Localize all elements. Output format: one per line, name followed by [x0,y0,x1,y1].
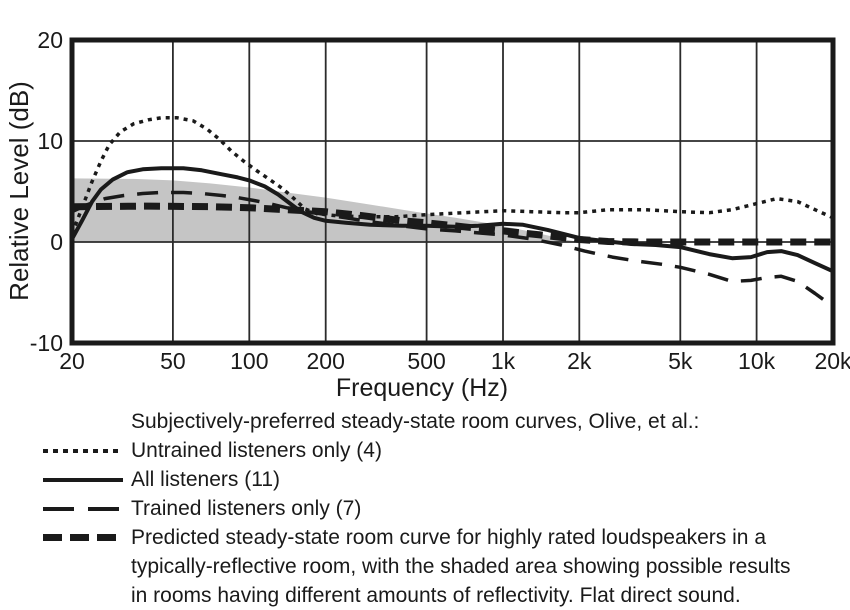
legend-item-label: Untrained listeners only (4) [131,439,382,462]
x-tick-label: 1k [491,348,516,374]
x-tick-label: 2k [567,348,592,374]
y-axis-title: Relative Level (dB) [4,81,34,301]
plot-border [69,37,836,346]
curve-trained [71,190,835,309]
legend-item-label: Trained listeners only (7) [131,497,362,520]
x-tick-label: 5k [668,348,693,374]
curve-predicted [71,202,833,246]
x-tick-label: 10k [738,348,776,374]
legend-item-label: Predicted steady-state room curve for hi… [131,526,791,607]
y-tick-label: 0 [50,229,63,255]
y-tick-label: -10 [30,330,63,356]
y-tick-label: 20 [37,27,63,53]
x-tick-label: 500 [407,348,445,374]
legend-item-label: All listeners (11) [131,468,280,491]
legend: Subjectively-preferred steady-state room… [43,407,838,610]
x-tick-label: 20 [59,348,85,374]
legend-title: Subjectively-preferred steady-state room… [131,410,700,433]
x-tick-label: 200 [307,348,345,374]
legend-item-predicted: Predicted steady-state room curve for hi… [43,523,838,610]
x-axis-title: Frequency (Hz) [336,374,508,402]
x-tick-label: 100 [230,348,268,374]
x-tick-label: 50 [160,348,186,374]
legend-item-untrained: Untrained listeners only (4) [43,436,838,465]
x-tick-label: 20k [814,348,850,374]
dotted-line-swatch-icon [43,449,123,453]
curve-all [70,166,834,274]
legend-item-trained: Trained listeners only (7) [43,494,838,523]
y-tick-label: 10 [37,128,63,154]
curve-untrained [70,116,834,235]
thick-dash-line-swatch-icon [43,534,123,541]
solid-line-swatch-icon [43,478,123,482]
legend-item-all-listeners: All listeners (11) [43,465,838,494]
long-dash-line-swatch-icon [43,507,123,511]
